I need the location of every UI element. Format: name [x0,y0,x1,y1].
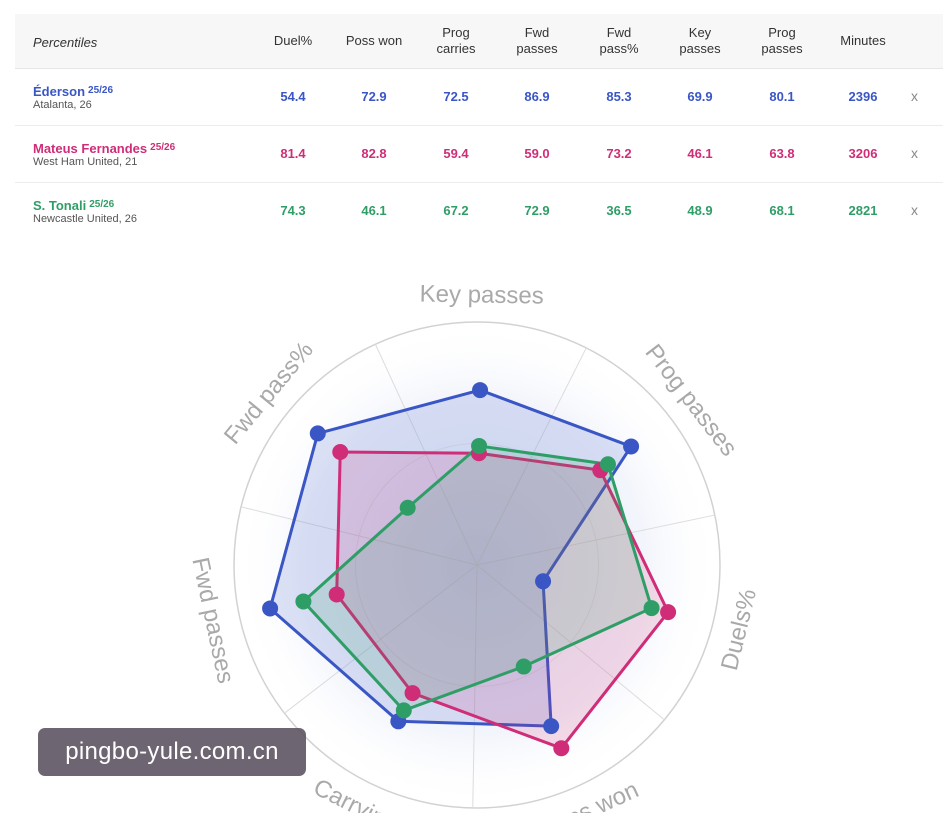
series-area [301,444,654,712]
cell-duel: 74.3 [280,203,306,218]
cell-fwd-pass-pct: 73.2 [606,146,632,161]
table-title: Percentiles [33,35,98,50]
cell-key-passes: 48.9 [687,203,713,218]
cell-prog-carries: 59.4 [443,146,469,161]
radar-spoke [284,564,478,714]
cell-prog-passes: 68.1 [769,203,795,218]
table-row: S. Tonali 25/26 Newcastle United, 26 74.3… [15,183,943,239]
cell-fwd-passes: 59.0 [524,146,550,161]
radar-spoke [240,506,478,566]
watermark: pingbo-yule.com.cn [38,728,306,776]
season-tag: 25/26 [89,199,115,210]
data-point [553,740,570,757]
data-point [515,658,532,675]
radar-spoke [472,564,478,808]
data-point [404,685,421,702]
cell-prog-passes: 63.8 [769,146,795,161]
col-fwd-passes: Fwd passes [516,25,558,56]
player-club: Atalanta, 26 [33,99,92,111]
col-minutes: Minutes [840,33,886,48]
axis-label: Key passes [419,280,544,309]
axis-label: Duels% [716,586,762,673]
season-tag: 25/26 [88,85,114,96]
col-duel: Duel% [273,33,313,48]
col-fwd-pass-pct: Fwd pass% [599,25,639,56]
radar-spoke [374,344,478,566]
radar-spoke [476,514,715,566]
cell-prog-carries: 72.5 [443,89,469,104]
series-area [268,388,633,728]
cell-prog-carries: 67.2 [443,203,469,218]
data-point [472,382,489,399]
axis-label: Fwd passes [186,555,239,686]
col-prog-passes: Prog passes [761,25,803,56]
player-club: Newcastle United, 26 [33,213,137,225]
remove-player-button[interactable]: x [911,202,918,218]
percentile-table: Percentiles Duel% Poss won Prog carries … [15,14,943,239]
cell-minutes: 2396 [848,89,878,104]
cell-fwd-passes: 86.9 [524,89,550,104]
player-name[interactable]: Mateus Fernandes 25/26 [33,141,176,156]
col-poss-won: Poss won [345,33,403,48]
series-area [335,450,670,750]
data-point [643,600,660,617]
cell-duel: 81.4 [280,146,306,161]
player-name[interactable]: S. Tonali 25/26 [33,198,115,213]
data-point [471,437,488,454]
cell-key-passes: 69.9 [687,89,713,104]
data-point [399,499,416,516]
data-point [535,573,552,590]
radar-outer-ring [233,321,721,809]
cell-minutes: 3206 [848,146,878,161]
table-row: Mateus Fernandes 25/26 West Ham United, 2… [15,126,943,183]
table-header: Percentiles Duel% Poss won Prog carries … [15,14,943,69]
cell-minutes: 2821 [848,203,878,218]
data-point [328,586,345,603]
radar-spoke [476,564,665,721]
cell-fwd-pass-pct: 85.3 [606,89,632,104]
remove-player-button[interactable]: x [911,88,918,104]
data-point [295,593,312,610]
cell-fwd-passes: 72.9 [524,203,550,218]
cell-duel: 54.4 [280,89,306,104]
table-row: Éderson 25/26 Atalanta, 26 54.4 72.9 72.5… [15,69,943,126]
radar-spoke [476,347,587,566]
cell-poss-won: 82.8 [361,146,387,161]
data-point [543,718,560,735]
col-prog-carries: Prog carries [436,25,476,56]
data-point [309,425,326,442]
cell-key-passes: 46.1 [687,146,713,161]
player-name[interactable]: Éderson 25/26 [33,84,114,99]
player-club: West Ham United, 21 [33,156,138,168]
data-point [660,604,677,621]
cell-fwd-pass-pct: 36.5 [606,203,632,218]
data-point [332,443,349,460]
remove-player-button[interactable]: x [911,145,918,161]
col-key-passes: Key passes [679,25,721,56]
cell-poss-won: 72.9 [361,89,387,104]
data-point [262,600,279,617]
data-point [623,438,640,455]
cell-prog-passes: 80.1 [769,89,795,104]
data-point [395,702,412,719]
season-tag: 25/26 [150,142,176,153]
data-point [599,456,616,473]
cell-poss-won: 46.1 [361,203,387,218]
